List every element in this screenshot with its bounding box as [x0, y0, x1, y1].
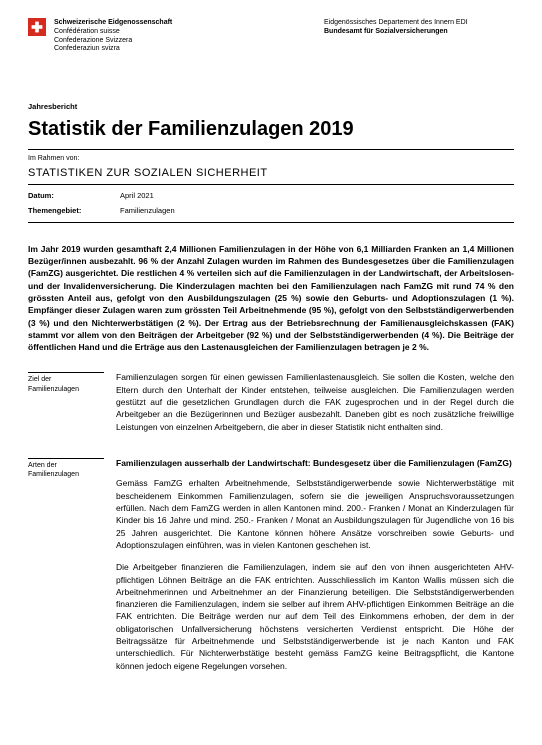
dept-line-2: Bundesamt für Sozialversicherungen [324, 28, 514, 37]
subtitle: STATISTIKEN ZUR SOZIALEN SICHERHEIT [28, 166, 514, 181]
dept-line-1: Eidgenössisches Departement des Innern E… [324, 19, 514, 28]
meta-row-date: Datum: April 2021 [28, 189, 514, 203]
meta-row-topic: Themengebiet: Familienzulagen [28, 204, 514, 218]
side-label-arten: Arten der Familienzulagen [28, 457, 104, 682]
meta-topic-value: Familienzulagen [120, 206, 514, 216]
summary-paragraph: Im Jahr 2019 wurden gesamthaft 2,4 Milli… [28, 243, 514, 354]
conf-line-1: Schweizerische Eidgenossenschaft [54, 19, 316, 28]
swiss-logo [28, 18, 46, 39]
para-arten-2: Die Arbeitgeber finanzieren die Familien… [116, 561, 514, 672]
side-text-ziel: Ziel der Familienzulagen [28, 376, 79, 392]
meta-date-value: April 2021 [120, 191, 514, 201]
side-text-arten: Arten der Familienzulagen [28, 462, 79, 478]
meta-topic-label: Themengebiet: [28, 206, 120, 216]
page: Schweizerische Eidgenossenschaft Confédé… [0, 0, 542, 716]
body-ziel: Familienzulagen sorgen für einen gewisse… [116, 371, 514, 443]
meta-date-label: Datum: [28, 191, 120, 201]
conf-line-4: Confederaziun svizra [54, 45, 316, 54]
confederation-names: Schweizerische Eidgenossenschaft Confédé… [54, 18, 316, 54]
swiss-cross-icon [28, 18, 46, 36]
body-arten: Familienzulagen ausserhalb der Landwirts… [116, 457, 514, 682]
page-header: Schweizerische Eidgenossenschaft Confédé… [28, 18, 514, 54]
side-rule-ziel [28, 372, 104, 373]
side-rule-arten [28, 458, 104, 459]
rule-meta [28, 222, 514, 223]
pre-title: Jahresbericht [28, 102, 514, 112]
conf-line-2: Confédération suisse [54, 28, 316, 37]
department-block: Eidgenössisches Departement des Innern E… [324, 18, 514, 37]
rule-sub [28, 184, 514, 185]
para-ziel: Familienzulagen sorgen für einen gewisse… [116, 371, 514, 433]
rule-top [28, 149, 514, 150]
section-ziel: Ziel der Familienzulagen Familienzulagen… [28, 371, 514, 443]
section-arten: Arten der Familienzulagen Familienzulage… [28, 457, 514, 682]
conf-line-3: Confederazione Svizzera [54, 37, 316, 46]
side-label-ziel: Ziel der Familienzulagen [28, 371, 104, 443]
para-arten-1: Gemäss FamZG erhalten Arbeitnehmende, Se… [116, 477, 514, 551]
page-title: Statistik der Familienzulagen 2019 [28, 116, 514, 143]
subtitle-pre: Im Rahmen von: [28, 154, 514, 163]
heading-arten: Familienzulagen ausserhalb der Landwirts… [116, 457, 514, 469]
